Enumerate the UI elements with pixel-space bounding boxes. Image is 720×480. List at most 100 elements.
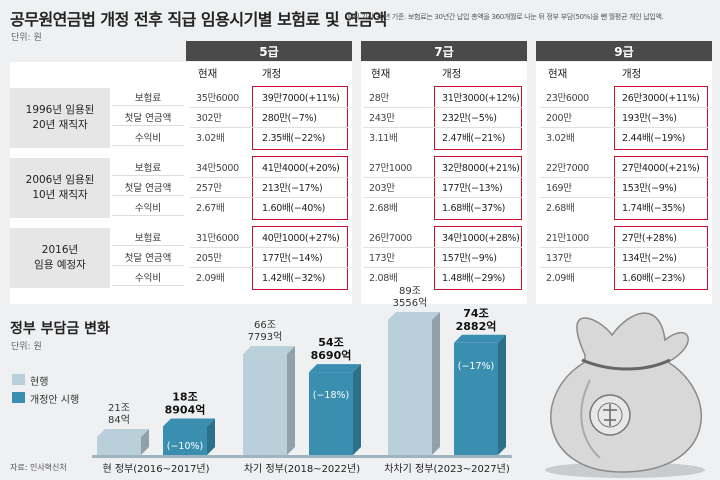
revised-highlight-box [434,226,522,290]
bar-current-top [388,312,440,320]
column-header-revised: 개정 [622,67,642,80]
cell-current: 2.68배 [369,203,398,214]
row-divider [190,177,348,178]
cell-current: 28만 [369,93,389,104]
cell-current: 203만 [369,183,395,194]
revised-highlight-box [434,86,522,150]
column-header-current: 현재 [198,67,218,80]
chart-unit-label: 단위: 원 [11,342,42,352]
money-bag-icon [545,312,705,478]
legend-swatch-current [12,374,25,385]
cell-revised: 2.44배(−19%) [622,133,686,144]
cell-current: 2.68배 [546,203,575,214]
bar-current-side [287,346,295,455]
metric-label: 보험료 [112,88,184,106]
cell-current: 3.02배 [196,133,225,144]
data-label-revised: 54조 8690억 [311,336,352,362]
cell-current: 3.02배 [546,133,575,144]
revised-highlight-box [434,156,522,220]
cell-revised: 40만1000(+27%) [262,233,340,244]
cell-current: 137만 [546,253,572,264]
cell-revised: 1.74배(−35%) [622,203,686,214]
bar-revised-top [309,364,361,373]
bar-current-top [97,429,149,437]
row-divider [363,107,522,108]
cell-current: 34만5000 [196,163,239,174]
legend-label-current: 현행 [30,377,49,388]
cell-revised: 31만3000(+12%) [442,93,520,104]
page-title: 공무원연금법 개정 전후 직급 임용시기별 보험료 및 연금액 [10,10,387,29]
bar-revised-side [498,334,506,455]
cell-revised: 153만(−9%) [622,183,677,194]
bar-current [97,437,141,455]
cell-revised: 34만1000(+28%) [442,233,520,244]
row-divider [363,127,522,128]
cell-revised: 157만(−9%) [442,253,497,264]
cell-current: 22만7000 [546,163,589,174]
grade-header-7: 7급 [361,41,527,61]
cell-revised: 27만4000(+21%) [622,163,700,174]
cell-revised: 232만(−5%) [442,113,497,124]
footnote: 재직 기간 30년 기준. 보험료는 30년간 납입 총액을 360개월로 나눈… [347,13,664,21]
cell-current: 243만 [369,113,395,124]
panel-grade7 [361,62,527,304]
row-divider [540,267,708,268]
panel-grade9 [536,62,712,304]
cell-current: 23만6000 [546,93,589,104]
cell-revised: 177만(−13%) [442,183,503,194]
chart-baseline [92,455,512,458]
cell-revised: 1.60배(−40%) [262,203,326,214]
chart-title: 정부 부담금 변화 [10,321,110,337]
cell-revised: 1.42배(−32%) [262,273,326,284]
bar-revised [309,372,353,455]
bar-current-side [432,312,440,455]
cell-revised: 134만(−2%) [622,253,677,264]
group-label: 2016년 임용 예정자 [10,228,110,288]
bar-revised-side [353,364,361,455]
revised-highlight-box [614,156,708,220]
revised-highlight-box [252,226,348,290]
row-divider [190,107,348,108]
data-label-current: 66조 7793억 [248,320,283,343]
cell-revised: 193만(−3%) [622,113,677,124]
bar-current-top [243,346,295,355]
cell-revised: 1.68배(−37%) [442,203,506,214]
metric-label: 보험료 [112,158,184,176]
data-label-revised: 74조 2882억 [456,307,497,333]
row-divider [190,197,348,198]
metric-label: 보험료 [112,228,184,246]
cell-current: 35만6000 [196,93,239,104]
change-label: (−17%) [458,361,495,372]
bar-revised [454,342,498,455]
column-header-current: 현재 [371,67,391,80]
bar-revised [163,426,207,455]
cell-current: 2.09배 [546,273,575,284]
cell-revised: 27만(+28%) [622,233,677,244]
bar-revised-top [163,418,215,427]
cell-current: 2.09배 [196,273,225,284]
data-label-current: 89조 3556억 [393,286,428,309]
metric-label: 첫달 연금액 [112,178,184,196]
cell-current: 200만 [546,113,572,124]
revised-highlight-box [614,226,708,290]
category-label: 차차기 정부(2023~2027년) [384,463,510,475]
legend-label-revised: 개정안 시행 [30,395,80,406]
column-header-current: 현재 [548,67,568,80]
column-header-revised: 개정 [442,67,462,80]
bar-revised-side [207,418,215,455]
cell-current: 257만 [196,183,222,194]
cell-current: 205만 [196,253,222,264]
metric-label: 수익비 [112,268,184,286]
row-divider [363,267,522,268]
column-header-revised: 개정 [262,67,282,80]
cell-revised: 1.60배(−23%) [622,273,686,284]
cell-current: 2.08배 [369,273,398,284]
cell-current: 31만6000 [196,233,239,244]
group-label: 2006년 임용된 10년 재직자 [10,158,110,218]
row-divider [540,127,708,128]
cell-revised: 2.35배(−22%) [262,133,326,144]
category-label: 차기 정부(2018~2022년) [244,463,360,475]
cell-current: 2.67배 [196,203,225,214]
bar-current [243,354,287,455]
cell-current: 26만7000 [369,233,412,244]
